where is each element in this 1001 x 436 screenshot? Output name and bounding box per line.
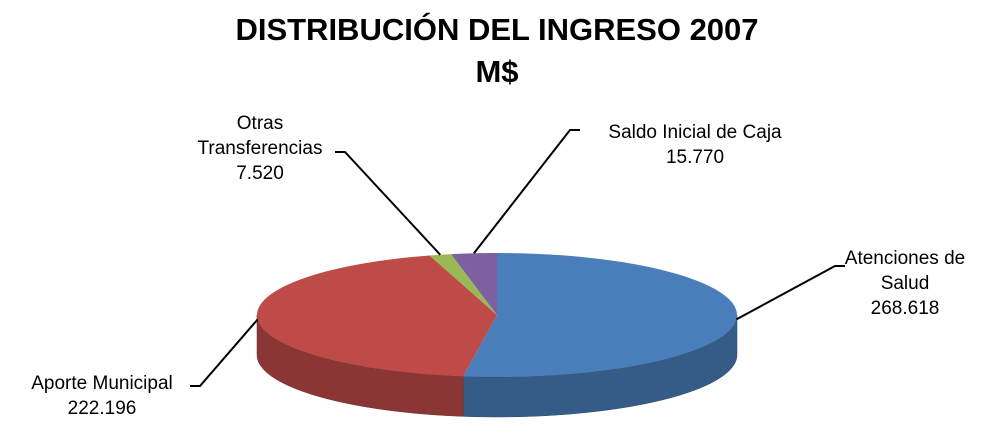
category-label: Atenciones de Salud (844, 248, 966, 294)
value-label: 222.196 (67, 398, 137, 419)
chart-title: DISTRIBUCIÓN DEL INGRESO 2007 (235, 11, 758, 47)
slice-label: Atenciones de Salud 268.618 (835, 246, 975, 321)
slice-label: Aporte Municipal 222.196 (2, 371, 202, 421)
leader-lines (190, 129, 845, 387)
labels: Atenciones de Salud 268.618 Aporte Municip… (2, 111, 975, 421)
pie-slice (463, 253, 737, 377)
label-box: Otras Transferencias 7.520 (185, 111, 335, 186)
chart-subtitle: M$ (475, 54, 518, 89)
slice-label: Saldo Inicial de Caja 15.770 (585, 120, 805, 170)
pie-slice (451, 253, 497, 315)
leader-line (473, 129, 580, 254)
value-label: 268.618 (870, 298, 940, 319)
pie-sides (256, 314, 738, 418)
slice-label: Otras Transferencias 7.520 (185, 111, 335, 186)
leader-line (190, 318, 259, 387)
label-box: Saldo Inicial de Caja 15.770 (585, 120, 805, 170)
pie-tops (257, 253, 737, 377)
leader-line (335, 151, 441, 256)
category-label: Aporte Municipal (31, 373, 173, 394)
category-label: Saldo Inicial de Caja (608, 122, 782, 143)
leader-line (735, 265, 845, 321)
category-label: Otras Transferencias (197, 113, 323, 159)
label-box: Atenciones de Salud 268.618 (835, 246, 975, 321)
pie-slice (257, 255, 497, 377)
value-label: 15.770 (665, 147, 725, 168)
pie-slice (429, 254, 497, 315)
pie-side (256, 314, 464, 417)
label-box: Aporte Municipal 222.196 (2, 371, 202, 421)
value-label: 7.520 (236, 163, 284, 184)
